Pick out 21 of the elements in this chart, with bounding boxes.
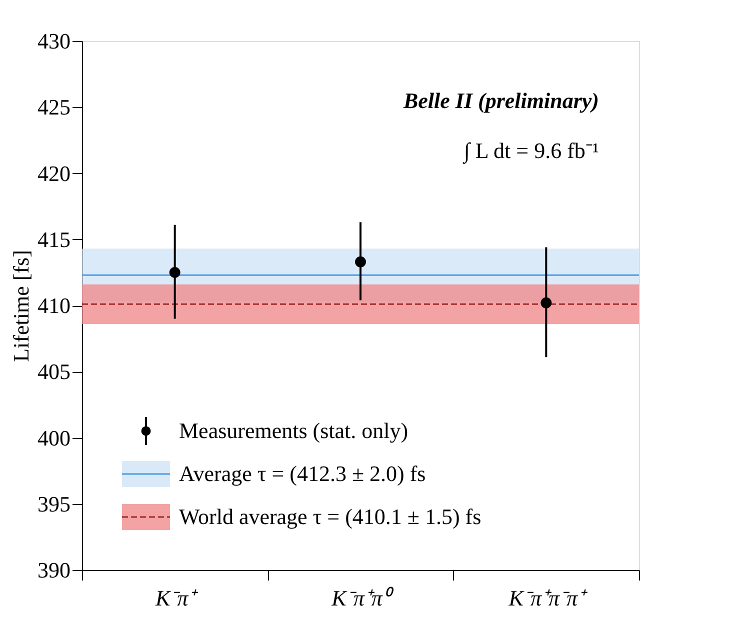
point: [355, 256, 366, 268]
y-tick-label: 420: [38, 160, 70, 186]
y-tick-label: 390: [38, 558, 70, 582]
legend-label: Average τ = (412.3 ± 2.0) fs: [179, 461, 426, 486]
x-tick-label: K⁻π⁺π⁰: [330, 586, 394, 610]
y-tick-label: 400: [38, 425, 70, 450]
y-tick-label: 410: [38, 293, 70, 318]
point: [169, 266, 180, 278]
y-tick-label: 425: [38, 94, 70, 120]
y-tick-label: 415: [38, 226, 70, 252]
point: [540, 297, 552, 308]
y-axis-title: Lifetime [fs]: [8, 250, 34, 362]
y-tick-label: 395: [38, 491, 70, 516]
legend-label: Measurements (stat. only): [179, 418, 408, 443]
annotation: Belle II (preliminary): [402, 88, 599, 113]
legend-label: World average τ = (410.1 ± 1.5) fs: [179, 504, 482, 529]
y-tick-label: 430: [38, 28, 70, 54]
annotation: ∫ L dt = 9.6 fb⁻¹: [462, 138, 599, 164]
y-tick-label: 405: [38, 359, 70, 384]
x-tick-label: K⁻π⁺π⁻π⁺: [508, 586, 589, 610]
x-tick-label: K⁻π⁺: [154, 586, 200, 610]
